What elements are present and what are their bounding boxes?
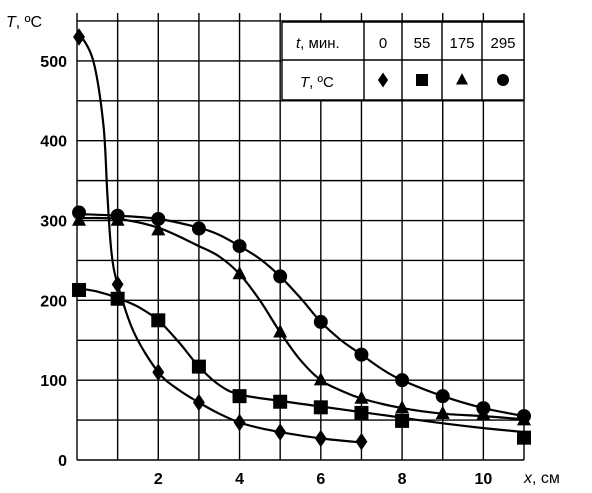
x-tick-label: 10 bbox=[474, 471, 492, 488]
data-point-55-square bbox=[395, 413, 410, 428]
data-point-55-square bbox=[354, 405, 369, 420]
y-axis-label: T, ºС bbox=[6, 14, 42, 31]
data-point-175-triangle bbox=[151, 222, 166, 236]
x-tick-label: 6 bbox=[316, 471, 325, 488]
data-point-55-square bbox=[517, 430, 531, 445]
legend-table: t, мин. T, ºС 0 55 175 295 bbox=[281, 21, 525, 101]
data-point-295-circle bbox=[72, 205, 87, 220]
data-point-55-square bbox=[273, 394, 288, 409]
x-tick-label: 2 bbox=[154, 471, 163, 488]
legend-marker-55 bbox=[416, 74, 428, 86]
legend-marker-row-unit: , ºС bbox=[309, 74, 334, 91]
x-axis-unit: , см bbox=[532, 470, 560, 487]
legend-background bbox=[282, 22, 524, 100]
x-tick-label: 8 bbox=[398, 471, 407, 488]
data-point-0-diamond bbox=[192, 393, 205, 412]
data-point-0-diamond bbox=[355, 432, 368, 451]
data-point-0-diamond bbox=[233, 413, 246, 432]
data-point-295-circle bbox=[517, 409, 531, 424]
legend-entry-55: 55 bbox=[414, 35, 431, 52]
data-point-175-triangle bbox=[313, 372, 328, 386]
legend-marker-0 bbox=[377, 72, 389, 88]
series-line-0 bbox=[78, 32, 362, 444]
series-markers bbox=[72, 28, 531, 451]
data-point-55-square bbox=[191, 359, 206, 374]
data-point-55-square bbox=[151, 313, 166, 328]
series-line-175 bbox=[78, 216, 525, 421]
data-point-55-square bbox=[232, 389, 247, 404]
data-point-295-circle bbox=[151, 211, 166, 226]
data-point-295-circle bbox=[191, 221, 206, 236]
x-tick-label: 4 bbox=[235, 471, 244, 488]
data-point-0-diamond bbox=[314, 429, 327, 448]
legend-marker-row-var: T bbox=[300, 74, 311, 91]
data-point-295-circle bbox=[110, 208, 125, 223]
x-tick-labels: 2 4 6 8 10 bbox=[154, 471, 493, 488]
y-tick-labels: 0 100 200 300 400 500 bbox=[40, 54, 67, 470]
data-point-175-triangle bbox=[354, 390, 369, 404]
legend-entry-0: 0 bbox=[379, 35, 387, 52]
data-point-55-square bbox=[110, 291, 125, 306]
data-point-0-diamond bbox=[111, 275, 124, 294]
y-tick-label: 200 bbox=[40, 293, 67, 310]
data-point-55-square bbox=[313, 400, 328, 415]
legend-marker-175 bbox=[456, 73, 468, 85]
y-tick-label: 100 bbox=[40, 373, 67, 390]
series-curves bbox=[78, 32, 525, 444]
legend-header-label: t, мин. bbox=[296, 35, 340, 52]
x-axis-var: x bbox=[523, 470, 533, 487]
data-point-295-circle bbox=[476, 401, 491, 416]
y-tick-label: 300 bbox=[40, 214, 67, 231]
y-tick-label: 0 bbox=[58, 453, 67, 470]
data-point-295-circle bbox=[273, 269, 288, 284]
y-tick-label: 500 bbox=[40, 54, 67, 71]
data-point-295-circle bbox=[313, 314, 328, 329]
data-point-0-diamond bbox=[152, 363, 165, 381]
legend-marker-295 bbox=[497, 74, 509, 86]
y-axis-var: T bbox=[6, 14, 17, 31]
data-point-295-circle bbox=[435, 389, 450, 404]
data-point-55-square bbox=[72, 282, 87, 297]
legend-entry-295: 295 bbox=[490, 35, 515, 52]
legend-header-unit: , мин. bbox=[300, 35, 339, 52]
series-line-295 bbox=[78, 213, 525, 418]
data-point-175-triangle bbox=[395, 400, 410, 414]
data-point-295-circle bbox=[232, 239, 247, 254]
data-point-295-circle bbox=[395, 373, 410, 388]
data-point-0-diamond bbox=[274, 423, 287, 441]
legend-entry-175: 175 bbox=[449, 35, 474, 52]
data-point-0-diamond bbox=[73, 28, 85, 46]
data-point-175-triangle bbox=[273, 324, 288, 338]
y-axis-unit: , ºС bbox=[16, 14, 42, 31]
legend-header-var: t bbox=[296, 35, 301, 52]
x-axis-label: x, см bbox=[523, 470, 560, 487]
legend-marker-row-label: T, ºС bbox=[300, 74, 334, 91]
data-point-175-triangle bbox=[435, 405, 450, 419]
data-point-295-circle bbox=[354, 347, 369, 362]
series-line-55 bbox=[78, 287, 525, 434]
data-point-175-triangle bbox=[232, 265, 247, 280]
y-tick-label: 400 bbox=[40, 134, 67, 151]
